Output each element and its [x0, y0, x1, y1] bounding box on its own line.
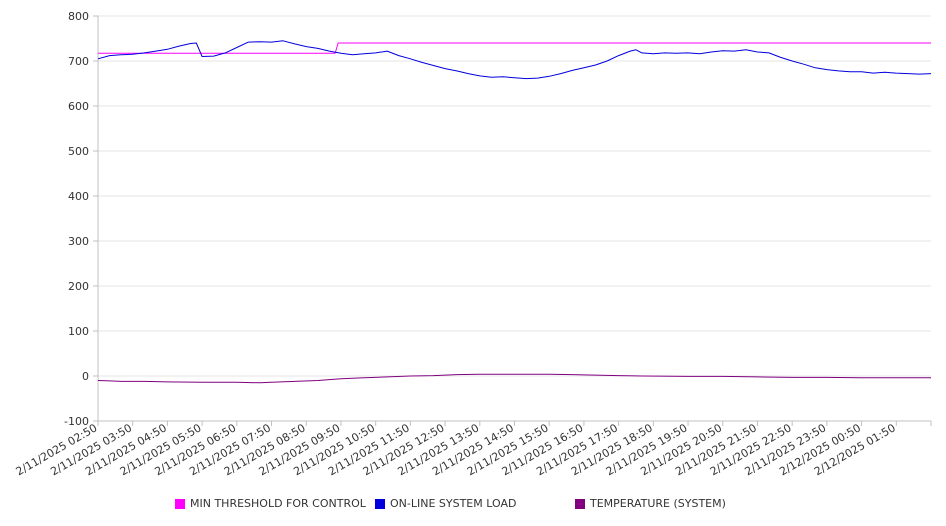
legend-item[interactable]: ON-LINE SYSTEM LOAD: [375, 497, 516, 510]
x-axis: 2/11/2025 02:502/11/2025 03:502/11/2025 …: [14, 420, 932, 478]
series-line-3: [97, 373, 931, 384]
y-tick-label: 200: [68, 280, 89, 293]
legend-item[interactable]: MIN THRESHOLD FOR CONTROL: [175, 497, 366, 510]
legend: MIN THRESHOLD FOR CONTROL ON-LINE SYSTEM …: [0, 497, 946, 515]
legend-label: ON-LINE SYSTEM LOAD: [390, 497, 517, 510]
gridlines: [98, 15, 931, 422]
y-tick-label: 800: [68, 10, 89, 23]
legend-swatch: [175, 498, 185, 509]
legend-label: MIN THRESHOLD FOR CONTROL: [190, 497, 366, 510]
legend-swatch: [575, 498, 585, 509]
series-line-2: [97, 40, 932, 80]
y-tick-label: 500: [68, 145, 89, 158]
y-axis: 800 700 600 500 400 300 200 100 0 -100: [64, 10, 99, 428]
y-tick-label: 100: [68, 325, 89, 338]
y-tick-label: 600: [68, 100, 89, 113]
series-line-1: [98, 42, 931, 54]
y-tick-label: 700: [68, 55, 89, 68]
y-tick-label: 400: [68, 190, 89, 203]
y-tick-label: 0: [82, 370, 89, 383]
y-tick-label: 300: [68, 235, 89, 248]
legend-item[interactable]: TEMPERATURE (SYSTEM): [575, 497, 726, 510]
legend-swatch: [375, 498, 385, 509]
legend-label: TEMPERATURE (SYSTEM): [590, 497, 726, 510]
y-tick-label: -100: [64, 415, 89, 428]
line-chart: 800 700 600 500 400 300 200 100 0 -100 2/11/2025 …: [14, 10, 932, 478]
series-lines: [97, 40, 932, 384]
